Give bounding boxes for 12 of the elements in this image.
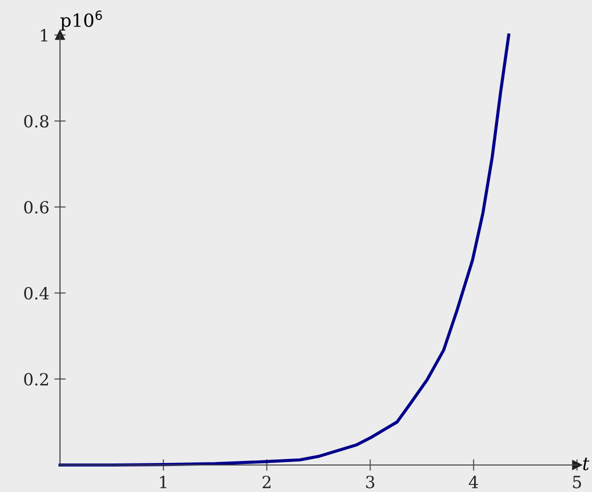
y-tick-label: 0.2 [24,372,48,386]
x-tick-label: 2 [262,476,270,488]
y-tick-label: 0.6 [24,200,49,214]
x-tick-label: 5 [573,476,582,488]
x-tick-label: 1 [160,476,166,488]
x-tick-label: 3 [366,476,374,488]
x-axis-title: t [583,458,590,470]
y-tick-label: 1 [41,28,48,42]
y-tick-label: 0.8 [24,114,48,128]
x-tick-label: 4 [468,476,478,488]
y-tick-label: 0.4 [24,286,49,300]
y-axis-title: p10$^{6}$ [60,10,102,31]
